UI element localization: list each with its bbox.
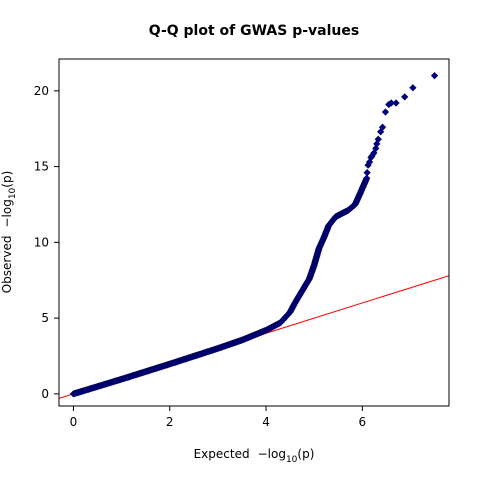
y-axis-label-prefix: Observed: [0, 236, 14, 294]
x-tick-label: 0: [70, 415, 78, 429]
points-layer: [69, 72, 439, 398]
x-tick-label: 4: [262, 415, 270, 429]
data-point: [430, 72, 439, 80]
data-point: [363, 174, 371, 182]
y-axis-label-var: (p): [0, 171, 14, 188]
x-axis: 0 2 4 6: [70, 406, 367, 429]
y-tick-label: 10: [34, 235, 49, 249]
x-axis-label-prefix: Expected: [194, 447, 250, 461]
data-point: [381, 108, 390, 116]
y-axis-label: Observed −log10(p): [0, 171, 18, 294]
y-tick-label: 20: [34, 84, 49, 98]
y-axis-label-sub: 10: [8, 187, 18, 199]
data-point: [387, 99, 395, 107]
y-tick-label: 0: [41, 387, 49, 401]
data-point: [374, 135, 382, 143]
chart-title: Q-Q plot of GWAS p-values: [149, 23, 359, 39]
x-axis-label: Expected −log10(p): [194, 447, 315, 465]
data-point: [409, 84, 417, 92]
x-axis-label-var: (p): [297, 447, 314, 461]
y-axis: 0 5 10 15 20: [34, 84, 59, 401]
x-tick-label: 6: [359, 415, 367, 429]
data-point: [370, 149, 378, 157]
x-axis-label-sub: 10: [286, 455, 298, 465]
y-axis-label-math: −log: [0, 199, 14, 227]
data-point: [363, 169, 371, 177]
data-point: [378, 123, 387, 131]
data-point: [373, 140, 381, 148]
x-axis-label-math: −log: [258, 447, 286, 461]
x-tick-label: 2: [166, 415, 174, 429]
data-point: [401, 93, 409, 101]
y-tick-label: 15: [34, 160, 49, 174]
data-point: [392, 99, 400, 107]
plot-frame: [58, 58, 450, 407]
y-tick-label: 5: [41, 311, 49, 325]
